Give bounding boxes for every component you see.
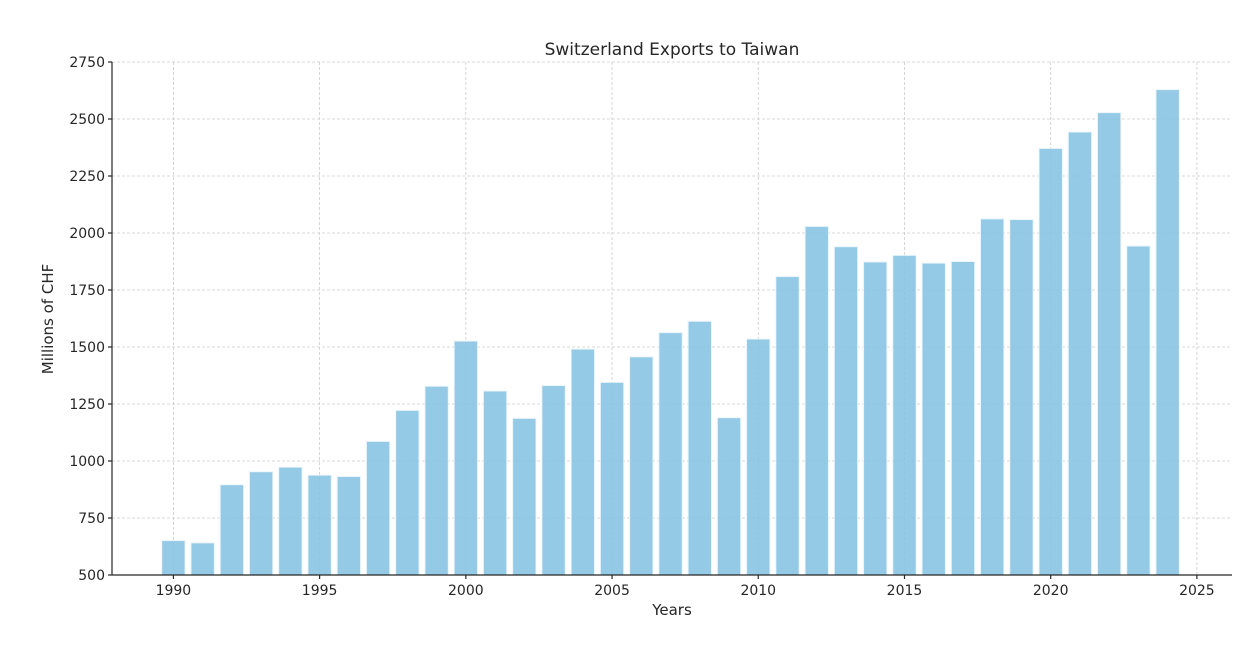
- y-tick-label: 1750: [69, 283, 105, 299]
- y-tick-label: 1500: [69, 340, 105, 356]
- x-tick-label: 2015: [887, 583, 923, 599]
- x-tick-label: 2020: [1033, 583, 1069, 599]
- bar-2001: [482, 390, 508, 576]
- bar-2006: [629, 356, 654, 576]
- bar-2005: [599, 381, 625, 576]
- bar-2023: [1126, 245, 1151, 576]
- x-tick-label: 2010: [740, 583, 776, 599]
- bar-2014: [863, 261, 888, 576]
- bar-1999: [424, 385, 449, 576]
- bar-2009: [716, 417, 742, 576]
- bar-2010: [746, 338, 771, 576]
- x-tick-label: 1990: [156, 583, 192, 599]
- bar-2021: [1067, 131, 1093, 576]
- x-tick-label: 2005: [594, 583, 630, 599]
- y-tick-label: 2000: [69, 226, 105, 242]
- bar-1991: [190, 542, 215, 576]
- bar-2022: [1096, 112, 1122, 576]
- bar-2016: [921, 262, 946, 576]
- bar-2011: [775, 276, 800, 576]
- bar-2003: [541, 385, 566, 576]
- bar-1992: [219, 484, 245, 576]
- y-tick-label: 750: [78, 511, 105, 527]
- bar-2000: [453, 340, 479, 576]
- x-tick-label: 1995: [302, 583, 338, 599]
- bar-1993: [248, 471, 274, 576]
- x-tick-label: 2025: [1179, 583, 1215, 599]
- y-tick-label: 2500: [69, 112, 105, 128]
- bar-2020: [1038, 147, 1063, 576]
- y-tick-label: 1250: [69, 397, 105, 413]
- chart-title: Switzerland Exports to Taiwan: [545, 40, 800, 60]
- bar-2018: [980, 218, 1005, 576]
- y-tick-label: 2250: [69, 169, 105, 185]
- y-axis-label: Millions of CHF: [39, 264, 57, 375]
- y-tick-label: 2750: [69, 55, 105, 71]
- bars: [161, 89, 1180, 576]
- bar-2019: [1009, 219, 1034, 576]
- bar-1990: [161, 540, 186, 576]
- bar-2012: [804, 225, 829, 576]
- bar-2015: [892, 254, 917, 576]
- bar-2007: [658, 332, 683, 576]
- bar-2024: [1155, 89, 1180, 576]
- bar-2008: [687, 320, 712, 576]
- y-tick-label: 1000: [69, 454, 105, 470]
- bar-2002: [512, 417, 537, 576]
- bar-1994: [278, 466, 303, 576]
- bar-1997: [365, 440, 391, 576]
- bar-1996: [336, 476, 362, 576]
- bar-1998: [395, 409, 420, 576]
- bar-2004: [570, 348, 596, 576]
- bar-2017: [950, 261, 976, 576]
- axes: 500 750 1000 1250 1500 1750 2000 2250 2500 2750 19…: [69, 55, 1232, 599]
- y-tick-label: 500: [78, 568, 105, 584]
- x-tick-label: 2000: [448, 583, 484, 599]
- bar-2013: [833, 246, 859, 576]
- x-axis-label: Years: [651, 601, 692, 619]
- bar-1995: [307, 474, 332, 576]
